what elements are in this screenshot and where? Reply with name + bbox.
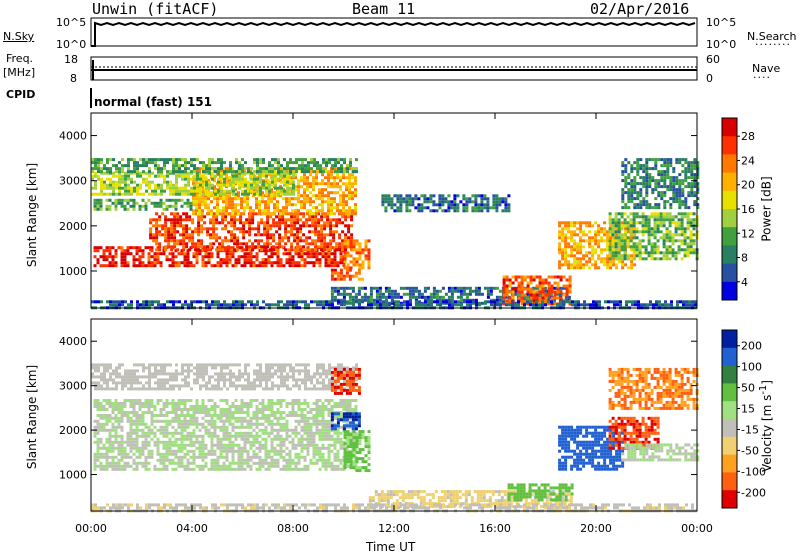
freq-tick-right-bottom: 0 [706, 72, 713, 85]
power-colorbar-swatch-8 [722, 263, 737, 283]
date-title: 02/Apr/2016 [590, 0, 690, 18]
velocity-colorbar-tick-label-5: -50 [741, 444, 759, 457]
velocity-colorbar-swatch-5 [722, 419, 737, 438]
power-colorbar-tick-label-6: 4 [741, 276, 748, 289]
power-region-6 [343, 239, 371, 270]
velocity-colorbar-tick-label-7: -200 [741, 486, 766, 499]
velocity-colorbar-tick-label-4: -15 [741, 423, 759, 436]
xaxis-label: Time UT [366, 540, 416, 554]
power-colorbar-swatch-1 [722, 136, 737, 155]
velocity-colorbar-swatch-6 [722, 436, 737, 456]
velocity-ytick-label-2: 2000 [59, 424, 87, 437]
velocity-colorbar-tick-label-0: 200 [741, 340, 762, 353]
power-ytick-label-1: 3000 [59, 175, 87, 188]
velocity-colorbar-swatch-4 [722, 401, 737, 420]
cpid-value: normal (fast) 151 [94, 95, 212, 109]
nave-legend-dots: ···· [753, 71, 771, 84]
power-region-4 [91, 158, 358, 174]
power-colorbar-swatch-9 [722, 281, 737, 301]
velocity-colorbar-swatch-2 [722, 365, 737, 384]
velocity-ytick-label-3: 1000 [59, 469, 87, 482]
velocity-region-1 [93, 399, 358, 417]
power-colorbar-tick-label-1: 24 [741, 154, 755, 167]
velocity-region-2 [91, 363, 358, 391]
nsky-tick-right-top: 10^5 [706, 16, 737, 29]
power-colorbar-tick-label-5: 8 [741, 252, 748, 265]
power-colorbar-tick-label-0: 28 [741, 130, 755, 143]
freq-panel-frame [90, 56, 698, 81]
velocity-colorbar-tick-label-2: 50 [741, 382, 755, 395]
velocity-region-7 [507, 483, 574, 502]
power-colorbar-swatch-0 [722, 118, 737, 137]
cpid-label: CPID [6, 88, 36, 101]
power-colorbar-tick-label-3: 16 [741, 203, 755, 216]
power-colorbar-tick-label-2: 20 [741, 179, 755, 192]
velocity-colorbar-swatch-8 [722, 472, 737, 491]
power-colorbar-swatch-6 [722, 227, 737, 246]
power-region-3 [91, 171, 295, 196]
station-title: Unwin (fitACF) [92, 0, 219, 18]
xtick-label-5: 20:00 [580, 522, 612, 535]
nsky-tick-left-top: 10^5 [56, 16, 87, 29]
power-ytick-label-2: 2000 [59, 220, 87, 233]
nsky-tick-left-bottom: 10^0 [56, 38, 87, 51]
power-colorbar-tick-label-4: 12 [741, 227, 755, 240]
power-colorbar-swatch-4 [722, 190, 737, 210]
velocity-colorbar-swatch-9 [722, 490, 737, 509]
freq-tick-left-top: 18 [64, 53, 78, 66]
power-colorbar-swatch-5 [722, 209, 737, 228]
beam-title: Beam 11 [352, 0, 416, 18]
freq-tick-right-top: 60 [706, 53, 720, 66]
xtick-label-1: 04:00 [176, 522, 208, 535]
xtick-label-6: 00:00 [681, 522, 713, 535]
freq-unit-label: [MHz] [3, 66, 36, 79]
xtick-label-4: 16:00 [479, 522, 511, 535]
power-region-12 [621, 158, 700, 210]
velocity-region-4 [330, 412, 361, 431]
power-ytick-label-3: 1000 [59, 265, 87, 278]
velocity-region-0 [93, 416, 358, 471]
xtick-label-3: 12:00 [378, 522, 410, 535]
power-colorbar-swatch-2 [722, 154, 737, 174]
power-ytick-label-0: 4000 [59, 130, 87, 143]
velocity-colorbar-tick-label-3: 15 [741, 403, 755, 416]
nsky-tick-right-bottom: 10^0 [706, 38, 737, 51]
velocity-ytick-label-0: 4000 [59, 335, 87, 348]
power-region-5 [93, 198, 193, 211]
nave-label: Nave [752, 62, 781, 75]
nsky-panel-frame [90, 17, 698, 47]
power-region-1 [149, 212, 354, 252]
freq-label: Freq. [6, 52, 34, 65]
nsearch-legend-dots: ········ [755, 38, 791, 51]
velocity-colorbar-tick-label-6: -100 [741, 465, 766, 478]
power-region-11 [608, 212, 699, 261]
velocity-colorbar-tick-label-1: 100 [741, 361, 762, 374]
power-region-7 [330, 268, 364, 281]
xtick-label-0: 00:00 [75, 522, 107, 535]
velocity-colorbar-swatch-3 [722, 383, 737, 402]
velocity-region-5 [330, 367, 361, 395]
velocity-region-3 [343, 430, 371, 473]
velocity-colorbar-swatch-1 [722, 347, 737, 367]
nsky-label: N.Sky [3, 30, 35, 43]
velocity-region-11 [608, 367, 699, 410]
power-colorbar-swatch-7 [722, 245, 737, 265]
velocity-region-9 [608, 416, 660, 450]
velocity-colorbar-frame [721, 329, 738, 509]
velocity-colorbar-swatch-7 [722, 454, 737, 473]
nsearch-label: N.Search [747, 30, 797, 43]
velocity-ytick-label-1: 3000 [59, 380, 87, 393]
freq-tick-left-bottom: 8 [70, 72, 77, 85]
power-region-13 [381, 194, 511, 213]
velocity-region-10 [621, 443, 700, 462]
nsky-trace [91, 21, 696, 47]
xtick-label-2: 08:00 [277, 522, 309, 535]
power-colorbar-swatch-3 [722, 172, 737, 192]
velocity-colorbar-swatch-0 [722, 330, 737, 349]
